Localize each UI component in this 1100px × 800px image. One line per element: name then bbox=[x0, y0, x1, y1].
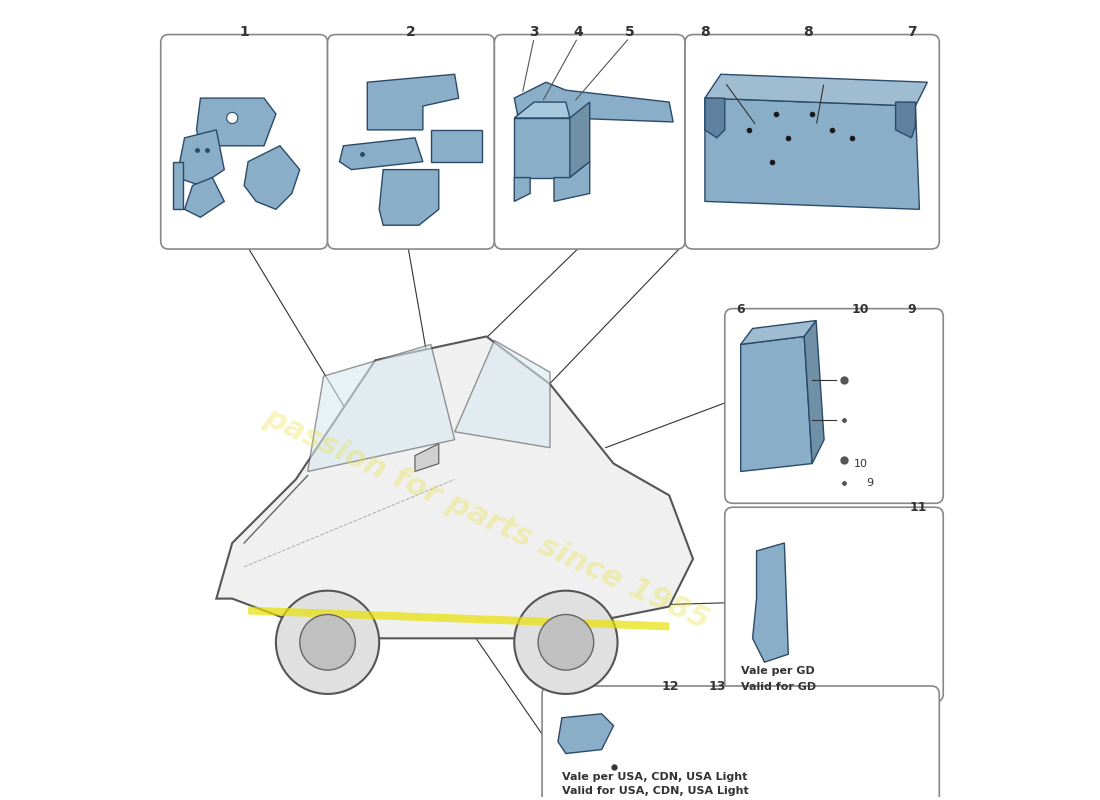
FancyBboxPatch shape bbox=[161, 34, 328, 249]
Polygon shape bbox=[570, 102, 590, 178]
Text: 9: 9 bbox=[908, 302, 916, 316]
Text: 7: 7 bbox=[906, 25, 916, 38]
Polygon shape bbox=[752, 543, 789, 662]
Polygon shape bbox=[740, 337, 812, 471]
Polygon shape bbox=[515, 178, 530, 202]
Polygon shape bbox=[554, 162, 590, 202]
Polygon shape bbox=[185, 178, 224, 218]
Polygon shape bbox=[515, 82, 673, 122]
Text: 10: 10 bbox=[851, 302, 869, 316]
Text: Valid for GD: Valid for GD bbox=[740, 682, 816, 692]
Polygon shape bbox=[249, 606, 669, 630]
Text: 9: 9 bbox=[866, 478, 873, 489]
Polygon shape bbox=[705, 98, 920, 210]
Text: Vale per USA, CDN, USA Light: Vale per USA, CDN, USA Light bbox=[562, 772, 747, 782]
Polygon shape bbox=[740, 321, 816, 344]
Circle shape bbox=[538, 614, 594, 670]
Text: 8: 8 bbox=[700, 25, 710, 38]
Text: Vale per GD: Vale per GD bbox=[740, 666, 814, 676]
Circle shape bbox=[515, 590, 617, 694]
Text: 11: 11 bbox=[910, 502, 927, 514]
Text: 3: 3 bbox=[529, 25, 539, 38]
Text: 6: 6 bbox=[737, 302, 746, 316]
Text: 2: 2 bbox=[406, 25, 416, 38]
Polygon shape bbox=[431, 130, 483, 162]
FancyBboxPatch shape bbox=[725, 309, 944, 503]
Text: 1: 1 bbox=[240, 25, 249, 38]
Text: 4: 4 bbox=[573, 25, 583, 38]
Text: 13: 13 bbox=[708, 680, 726, 693]
Circle shape bbox=[276, 590, 380, 694]
Polygon shape bbox=[705, 74, 927, 106]
Polygon shape bbox=[217, 337, 693, 638]
FancyBboxPatch shape bbox=[494, 34, 685, 249]
Text: 10: 10 bbox=[855, 458, 868, 469]
FancyBboxPatch shape bbox=[685, 34, 939, 249]
Text: Valid for USA, CDN, USA Light: Valid for USA, CDN, USA Light bbox=[562, 786, 749, 796]
Polygon shape bbox=[804, 321, 824, 463]
Polygon shape bbox=[515, 118, 570, 178]
Polygon shape bbox=[895, 102, 915, 138]
Circle shape bbox=[300, 614, 355, 670]
Polygon shape bbox=[197, 98, 276, 146]
Polygon shape bbox=[515, 102, 570, 118]
Text: 8: 8 bbox=[803, 25, 813, 38]
Polygon shape bbox=[379, 170, 439, 226]
Polygon shape bbox=[308, 344, 454, 471]
Polygon shape bbox=[705, 98, 725, 138]
Polygon shape bbox=[340, 138, 422, 170]
Polygon shape bbox=[558, 714, 614, 754]
Polygon shape bbox=[244, 146, 300, 210]
Polygon shape bbox=[177, 130, 224, 186]
Text: 12: 12 bbox=[661, 680, 679, 693]
Polygon shape bbox=[415, 444, 439, 471]
Circle shape bbox=[227, 113, 238, 123]
FancyBboxPatch shape bbox=[542, 686, 939, 800]
Polygon shape bbox=[173, 162, 183, 210]
Text: 5: 5 bbox=[625, 25, 635, 38]
Text: passion for parts since 1985: passion for parts since 1985 bbox=[260, 403, 714, 635]
FancyBboxPatch shape bbox=[328, 34, 494, 249]
FancyBboxPatch shape bbox=[725, 507, 944, 702]
Polygon shape bbox=[367, 74, 459, 130]
Polygon shape bbox=[454, 341, 550, 448]
